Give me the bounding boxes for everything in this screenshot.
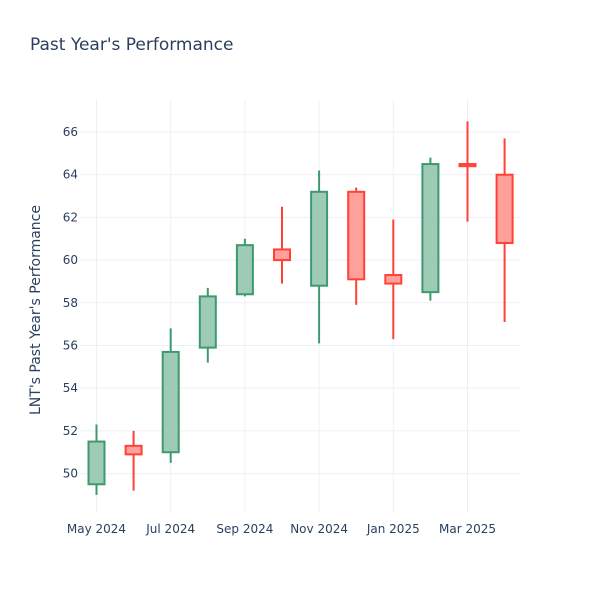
candle	[421, 157, 440, 301]
candle	[124, 430, 143, 491]
candle-body	[161, 350, 180, 454]
y-tick-label: 66	[63, 125, 78, 139]
x-axis-ticks: May 2024 Jul 2024 Sep 2024 Nov 2024 Jan 2025…	[67, 522, 496, 536]
candle	[384, 219, 403, 340]
candle	[347, 187, 366, 305]
candle-body	[87, 440, 106, 486]
candle	[458, 121, 477, 222]
candle-body	[384, 274, 403, 285]
y-tick-label: 54	[63, 381, 78, 395]
candle	[310, 170, 329, 344]
candle	[161, 328, 180, 463]
y-tick-label: 50	[63, 467, 78, 481]
x-tick-label: Mar 2025	[439, 522, 496, 536]
grid-lines	[80, 100, 520, 512]
candle-body	[495, 173, 514, 245]
x-tick-label: Jan 2025	[366, 522, 420, 536]
candle	[235, 238, 254, 297]
candle	[198, 287, 217, 363]
candle-body	[347, 190, 366, 281]
y-tick-label: 62	[63, 210, 78, 224]
y-tick-label: 56	[63, 338, 78, 352]
x-tick-label: May 2024	[67, 522, 126, 536]
candle	[87, 424, 106, 495]
x-tick-label: Nov 2024	[290, 522, 348, 536]
chart-title: Past Year's Performance	[30, 35, 234, 55]
candles	[87, 121, 514, 495]
y-tick-label: 64	[63, 168, 78, 182]
y-axis-ticks: 50 52 54 56 58 60 62 64 66	[63, 125, 78, 481]
candle-body	[235, 244, 254, 296]
x-tick-label: Sep 2024	[216, 522, 273, 536]
candle-body	[198, 295, 217, 349]
y-tick-label: 58	[63, 296, 78, 310]
candle-body	[310, 190, 329, 287]
y-tick-label: 60	[63, 253, 78, 267]
candle-body	[273, 248, 291, 262]
candle-body	[458, 163, 477, 168]
x-tick-label: Jul 2024	[145, 522, 195, 536]
candle-body	[421, 163, 440, 294]
y-axis-label: LNT's Past Year's Performance	[28, 205, 44, 415]
y-tick-label: 52	[63, 424, 78, 438]
candle	[273, 206, 291, 284]
candle-body	[124, 444, 143, 456]
candle	[495, 138, 514, 323]
